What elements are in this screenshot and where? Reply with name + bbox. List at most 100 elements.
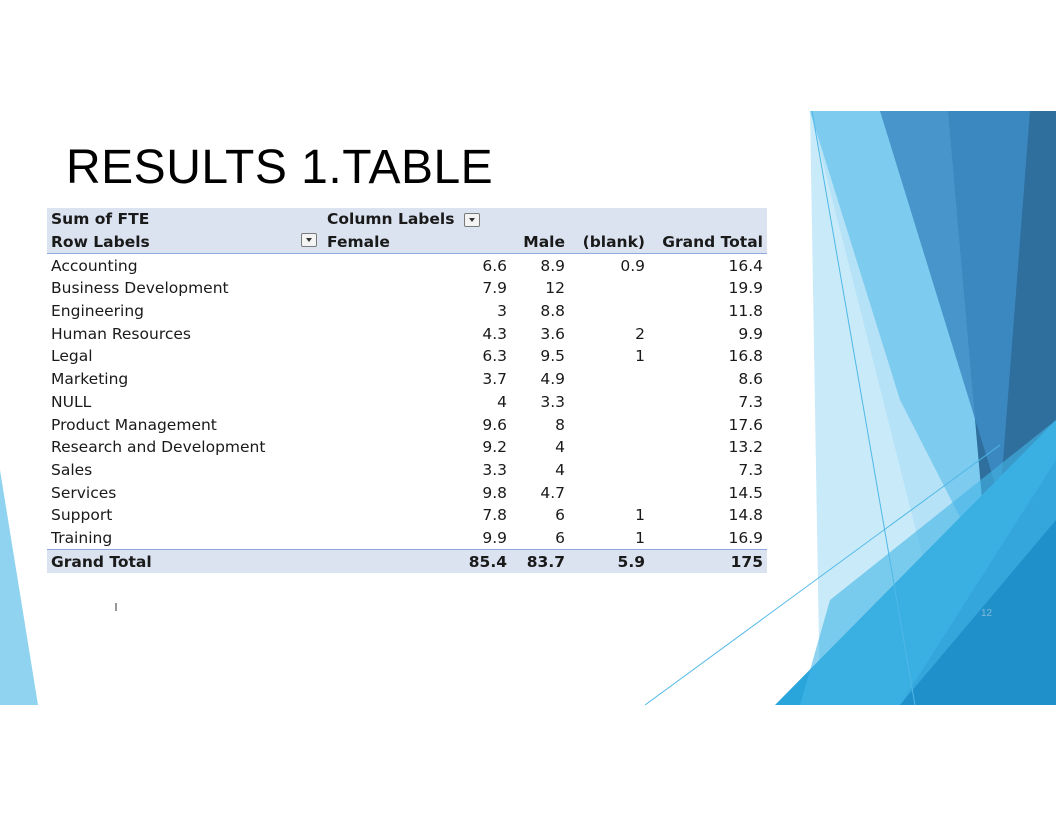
- cell-blank: 2: [635, 324, 645, 343]
- table-row: NULL 4 3.3 7.3: [47, 391, 767, 414]
- cell-male: 9.5: [540, 347, 565, 366]
- row-label: Human Resources: [51, 324, 191, 343]
- table-row: Support 7.8 6 1 14.8: [47, 504, 767, 527]
- cell-male: 8.9: [540, 256, 565, 275]
- cell-female: 9.2: [482, 438, 507, 457]
- row-labels-cell: Row Labels: [47, 230, 323, 255]
- table-row: Research and Development 9.2 4 13.2: [47, 436, 767, 459]
- grand-total-cell-grand-total: 175: [649, 549, 767, 573]
- column-labels-cell: Column Labels: [323, 208, 767, 231]
- table-row: Product Management 9.6 8 17.6: [47, 413, 767, 436]
- table-row: Sales 3.3 4 7.3: [47, 459, 767, 482]
- cell-blank: 0.9: [620, 256, 645, 275]
- cell-blank: [569, 300, 649, 323]
- column-header-male: Male: [511, 230, 569, 255]
- cell-female: 6.3: [482, 347, 507, 366]
- cell-female: 7.9: [482, 279, 507, 298]
- grand-total-cell-female: 85.4: [323, 549, 511, 573]
- cell-blank: 1: [635, 506, 645, 525]
- cell-male: 3.3: [540, 392, 565, 411]
- cell-grand-total: 7.3: [738, 392, 763, 411]
- grand-total-label: Grand Total: [47, 549, 323, 573]
- table-row: Accounting 6.6 8.9 0.9 16.4: [47, 254, 767, 277]
- cell-blank: 1: [635, 347, 645, 366]
- row-label: Accounting: [51, 256, 138, 275]
- cell-female: 3.7: [482, 370, 507, 389]
- column-labels-dropdown-icon[interactable]: [463, 212, 480, 227]
- cell-female: 9.6: [482, 415, 507, 434]
- cell-blank: 1: [635, 528, 645, 547]
- slide-title: RESULTS 1.TABLE: [66, 141, 494, 194]
- pivot-header-row-1: Sum of FTE Column Labels: [47, 208, 767, 231]
- table-row: Business Development 7.9 12 19.9: [47, 277, 767, 300]
- cell-grand-total: 16.8: [728, 347, 763, 366]
- cell-male: 4: [555, 438, 565, 457]
- grand-total-cell-blank: 5.9: [569, 549, 649, 573]
- pivot-table: Sum of FTE Column Labels Row Labels Fema…: [47, 208, 767, 573]
- grand-total-cell-male: 83.7: [511, 549, 569, 573]
- row-label: Sales: [51, 460, 93, 479]
- grand-total-row: Grand Total 85.4 83.7 5.9 175: [47, 549, 767, 573]
- value-field-label: Sum of FTE: [47, 208, 323, 231]
- cell-male: 6: [555, 528, 565, 547]
- cell-blank: [569, 413, 649, 436]
- cell-male: 4: [555, 460, 565, 479]
- cell-male: 4.7: [540, 483, 565, 502]
- cell-male: 8: [555, 415, 565, 434]
- cell-female: 4: [497, 392, 507, 411]
- stray-mark: [115, 603, 117, 611]
- cell-blank: [569, 391, 649, 414]
- cell-grand-total: 11.8: [728, 302, 763, 321]
- row-label: Marketing: [51, 370, 129, 389]
- table-row: Engineering 3 8.8 11.8: [47, 300, 767, 323]
- page-number: 12: [981, 608, 993, 619]
- cell-grand-total: 16.9: [728, 528, 763, 547]
- column-header-grand-total: Grand Total: [649, 230, 767, 255]
- cell-blank: [569, 277, 649, 300]
- row-label: Engineering: [51, 302, 144, 321]
- cell-female: 3.3: [482, 460, 507, 479]
- cell-grand-total: 17.6: [728, 415, 763, 434]
- table-row: Services 9.8 4.7 14.5: [47, 481, 767, 504]
- cell-female: 9.8: [482, 483, 507, 502]
- cell-grand-total: 14.5: [728, 483, 763, 502]
- cell-grand-total: 9.9: [738, 324, 763, 343]
- cell-male: 12: [545, 279, 565, 298]
- row-label: Research and Development: [51, 438, 266, 457]
- cell-grand-total: 13.2: [728, 438, 763, 457]
- table-row: Marketing 3.7 4.9 8.6: [47, 368, 767, 391]
- cell-female: 3: [497, 302, 507, 321]
- table-row: Human Resources 4.3 3.6 2 9.9: [47, 322, 767, 345]
- cell-male: 6: [555, 506, 565, 525]
- cell-blank: [569, 368, 649, 391]
- pivot-header-row-2: Row Labels Female Male (blank) Grand Tot…: [47, 230, 767, 255]
- row-labels-text: Row Labels: [51, 233, 150, 252]
- cell-grand-total: 19.9: [728, 279, 763, 298]
- cell-female: 6.6: [482, 256, 507, 275]
- column-labels-text: Column Labels: [327, 210, 455, 229]
- cell-grand-total: 16.4: [728, 256, 763, 275]
- table-row: Legal 6.3 9.5 1 16.8: [47, 345, 767, 368]
- cell-grand-total: 7.3: [738, 460, 763, 479]
- row-label: Business Development: [51, 279, 229, 298]
- column-header-blank: (blank): [569, 230, 649, 255]
- row-labels-dropdown-icon[interactable]: [301, 233, 317, 248]
- cell-female: 9.9: [482, 528, 507, 547]
- cell-male: 4.9: [540, 370, 565, 389]
- column-header-female: Female: [323, 230, 511, 255]
- row-label: Support: [51, 506, 113, 525]
- table-row: Training 9.9 6 1 16.9: [47, 527, 767, 550]
- cell-female: 7.8: [482, 506, 507, 525]
- cell-grand-total: 8.6: [738, 370, 763, 389]
- cell-blank: [569, 481, 649, 504]
- cell-male: 3.6: [540, 324, 565, 343]
- cell-blank: [569, 459, 649, 482]
- row-label: Legal: [51, 347, 93, 366]
- cell-female: 4.3: [482, 324, 507, 343]
- row-label: Services: [51, 483, 117, 502]
- row-label: Training: [51, 528, 113, 547]
- cell-blank: [569, 436, 649, 459]
- row-label: NULL: [51, 392, 92, 411]
